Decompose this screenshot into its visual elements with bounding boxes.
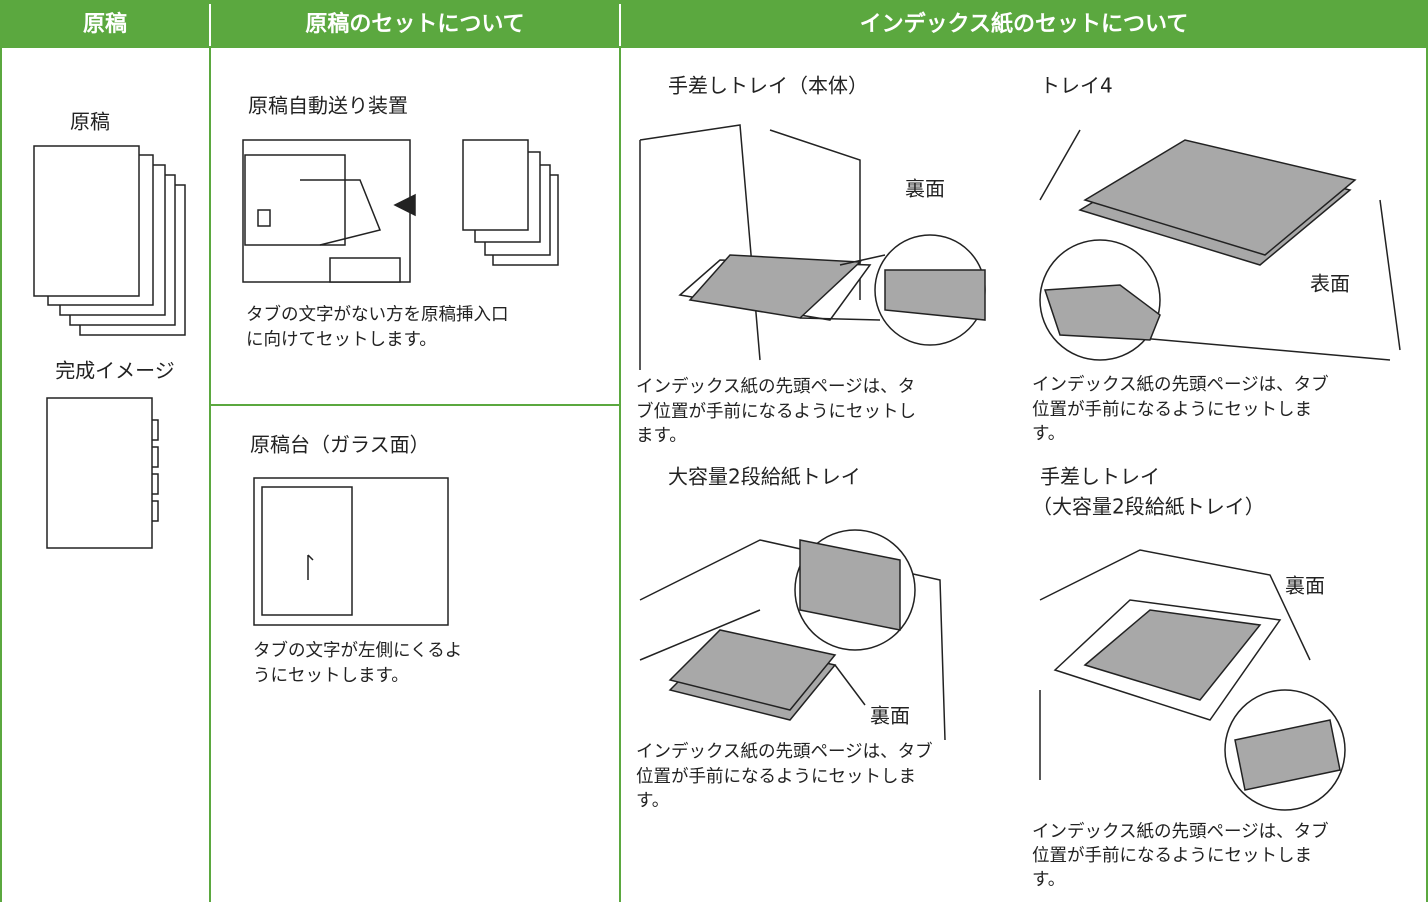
caption: 位置が手前になるようにセットしま [1032,400,1312,420]
caption: ブ位置が手前になるようにセットし [636,401,916,422]
tray4-illustration [1039,129,1401,361]
caption: インデックス紙の先頭ページは、タブ [1032,821,1329,842]
illustration-shape [688,254,862,319]
illustration-shape [329,257,401,283]
illustration-shape [261,486,353,616]
section-title: 原稿自動送り装置 [248,94,408,118]
original-stack [33,145,186,336]
illustration-shape [799,539,901,631]
caption: インデックス紙の先頭ページは、タブ [1032,374,1329,395]
caption: す。 [1032,870,1065,890]
side-label: 裏面 [870,704,910,728]
illustration-shape [1039,549,1311,780]
section-title: トレイ4 [1040,74,1113,98]
label: 完成イメージ [55,359,175,383]
section-title: 大容量2段給紙トレイ [668,465,861,489]
caption: タブの文字が左側にくるよ [253,640,462,661]
finished-image [46,397,159,549]
illustration-shape [884,269,986,321]
caption: 位置が手前になるようにセットしま [1032,846,1312,866]
side-label: 裏面 [905,177,945,201]
caption: タブの文字がない方を原稿挿入口 [246,304,509,325]
section-title: 原稿台（ガラス面） [250,433,430,457]
illustration-shape [668,629,837,711]
illustration-shape [834,664,866,706]
illustration-shape [639,124,861,370]
header-cell: 原稿のセットについて [305,11,524,37]
caption: インデックス紙の先頭ページは、タ [636,376,915,397]
caption: す。 [636,791,669,811]
illustration-shape [33,145,140,297]
illustration-shape [46,397,153,549]
caption: に向けてセットします。 [246,330,437,350]
illustration-shape [307,554,314,580]
glass-illustration [253,477,449,626]
illustration-shape [462,139,529,231]
header-bar [0,0,1428,48]
section-title: （大容量2段給紙トレイ） [1032,495,1265,519]
header-cell: 原稿 [83,11,127,37]
label: 原稿 [70,110,110,134]
side-label: 表面 [1310,272,1350,296]
section-title: 手差しトレイ（本体） [668,74,868,98]
large-bypass-illustration [1039,549,1346,811]
illustration-shape [1083,609,1262,701]
illustration-shape [393,193,416,217]
large-tray-illustration [639,529,946,741]
illustration-shape [300,179,382,246]
section-title: 手差しトレイ [1040,465,1160,489]
illustration-shape [1234,719,1341,791]
caption: インデックス紙の先頭ページは、タブ [636,741,933,762]
caption: うにセットします。 [253,666,409,686]
caption: す。 [1032,424,1065,444]
illustration-shape [257,209,271,227]
illustration-shape [1043,284,1161,341]
illustration-shape [1083,139,1357,256]
illustration-shape [244,154,346,246]
side-label: 裏面 [1285,574,1325,598]
feeder-illustration [242,139,559,283]
caption: 位置が手前になるようにセットしま [636,767,916,787]
caption: ます。 [636,426,687,446]
header-cell: インデックス紙のセットについて [860,11,1189,37]
bypass-tray-illustration [639,124,986,370]
illustration-shape [799,254,886,321]
